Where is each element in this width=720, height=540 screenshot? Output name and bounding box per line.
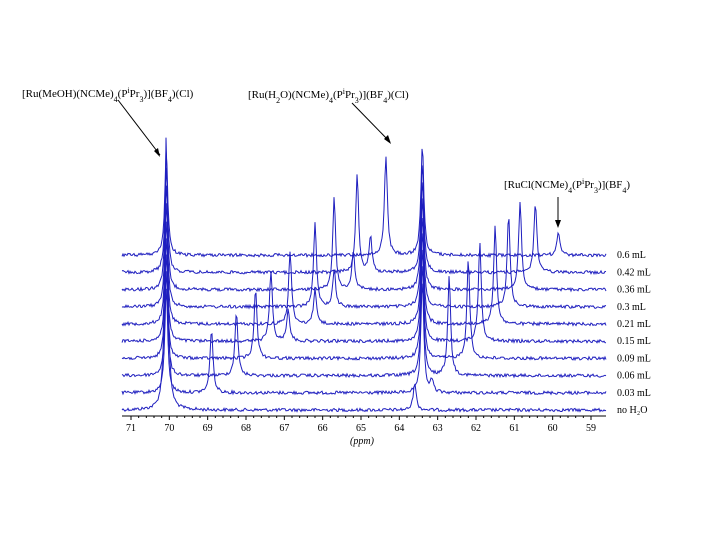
- trace-label-8: 0.42 mL: [617, 267, 651, 278]
- annotation-rucl-arrowhead: [555, 220, 561, 228]
- trace-label-7: 0.36 mL: [617, 285, 651, 296]
- spectrum-trace-1: [121, 283, 607, 396]
- x-tick-label-61: 61: [509, 423, 519, 434]
- x-tick-label-65: 65: [356, 423, 366, 434]
- spectrum-trace-0: [121, 137, 607, 413]
- trace-labels: no H₂O 0.03 mL 0.06 mL 0.09 mL 0.15 mL 0.21 m…: [617, 250, 651, 416]
- x-tick-label-66: 66: [318, 423, 328, 434]
- annotations: [Ru(MeOH)(NCMe)4(PiPr3)](BF4)(Cl) [Ru(H2…: [22, 86, 630, 228]
- x-tick-label-63: 63: [433, 423, 443, 434]
- x-tick-label-71: 71: [126, 423, 136, 434]
- spectrum-trace-9: [121, 148, 607, 259]
- trace-label-6: 0.3 mL: [617, 302, 646, 313]
- x-axis-label: (ppm): [350, 436, 375, 447]
- x-tick-label-59: 59: [586, 423, 596, 434]
- spectrum-trace-3: [121, 249, 607, 362]
- spectrum-traces: [121, 137, 607, 413]
- spectrum-trace-5: [121, 217, 607, 327]
- trace-label-4: 0.15 mL: [617, 336, 651, 347]
- annotation-rucl: [RuCl(NCMe)4(PiPr3)](BF4): [504, 177, 630, 195]
- x-tick-label-70: 70: [164, 423, 174, 434]
- x-tick-label-67: 67: [279, 423, 289, 434]
- annotation-meoh-arrow: [117, 99, 161, 156]
- x-tick-label-62: 62: [471, 423, 481, 434]
- spectrum-trace-8: [121, 165, 607, 276]
- spectrum-trace-6: [121, 198, 607, 310]
- annotation-h2o: [Ru(H2O)(NCMe)4(PiPr3)](BF4)(Cl): [248, 87, 409, 105]
- trace-label-0: no H₂O: [617, 405, 647, 416]
- x-tick-label-60: 60: [548, 423, 558, 434]
- trace-label-5: 0.21 mL: [617, 319, 651, 330]
- x-tick-label-69: 69: [203, 423, 213, 434]
- x-tick-label-64: 64: [394, 423, 404, 434]
- x-axis: 71 70 69 68 67 66 65 64 63 62 61 60 59 (ppm): [122, 415, 606, 447]
- trace-label-2: 0.06 mL: [617, 371, 651, 382]
- spectrum-trace-7: [121, 182, 607, 293]
- spectrum-trace-4: [121, 233, 607, 344]
- x-tick-label-68: 68: [241, 423, 251, 434]
- annotation-meoh: [Ru(MeOH)(NCMe)4(PiPr3)](BF4)(Cl): [22, 86, 194, 104]
- annotation-h2o-arrow: [351, 102, 391, 143]
- trace-label-3: 0.09 mL: [617, 353, 651, 364]
- annotation-h2o-arrowhead: [384, 135, 391, 144]
- trace-label-1: 0.03 mL: [617, 388, 651, 399]
- annotation-meoh-arrowhead: [154, 148, 160, 157]
- trace-label-9: 0.6 mL: [617, 250, 646, 261]
- spectrum-trace-2: [121, 266, 607, 379]
